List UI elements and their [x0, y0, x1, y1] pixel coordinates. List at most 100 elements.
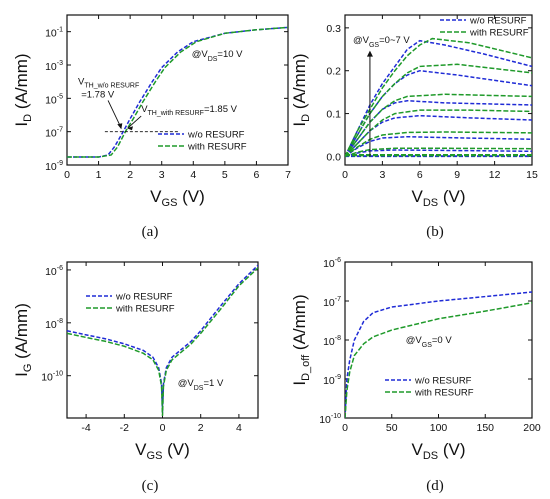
x-axis-label-b-main: V [411, 187, 423, 206]
x-tick-label-a: 1 [96, 169, 102, 181]
x-axis-label-d-tail: (V) [438, 440, 465, 459]
condition-label-a-sub: DS [208, 56, 218, 63]
y-axis-label-main-b: I [290, 122, 309, 127]
x-tick-label-c: 4 [236, 422, 242, 434]
vth-wo-arrowhead [117, 123, 123, 130]
y-tick-label-d-base: 10 [323, 375, 335, 387]
y-tick-label-c: 10-10 [41, 371, 63, 384]
series-line-b-wo [345, 69, 532, 157]
panel-caption-c: (c) [142, 478, 159, 494]
y-axis-label-group-a: ID (A/mm) [12, 53, 34, 126]
vth-with-arrow [127, 115, 142, 129]
legend-label-c: w/o RESURF [115, 292, 173, 303]
series-line-b-with [345, 93, 532, 157]
legend-label-a: w/o RESURF [187, 130, 245, 141]
x-axis-label-d-sub: DS [423, 450, 438, 462]
y-tick-label-b: 0.1 [326, 109, 341, 121]
y-axis-label-tail-b: (A/mm) [290, 53, 309, 113]
y-axis-label-main-d: I [290, 381, 309, 386]
y-tick-label-c-base: 10 [45, 266, 57, 278]
x-tick-label-d: 50 [386, 422, 398, 434]
x-tick-label-c: -4 [81, 422, 90, 434]
series-line-b-with [345, 131, 532, 158]
y-tick-label-d: 10-10 [319, 413, 341, 426]
y-tick-label-d: 10-7 [323, 296, 341, 309]
vth-with-arrowhead [126, 126, 133, 131]
x-tick-label-a: 3 [159, 169, 165, 181]
condition-label-c-sub: DS [194, 385, 204, 392]
vth-wo-arrow [107, 100, 122, 129]
y-tick-label-b: 0.3 [326, 23, 341, 35]
y-axis-label-sub-c: G [22, 364, 34, 373]
series-line-b-with [345, 147, 532, 158]
y-tick-label-b: 0.0 [326, 151, 341, 163]
x-tick-label-a: 6 [254, 169, 260, 181]
series-line-a-with [67, 26, 288, 158]
x-tick-label-b: 6 [417, 169, 423, 181]
x-axis-label-a: VGS (V) [150, 187, 205, 209]
legend-label-b: w/o RESURF [469, 16, 527, 27]
y-tick-label-a: 10-3 [45, 60, 63, 73]
y-tick-label-d-base: 10 [323, 297, 335, 309]
y-tick-label-a-exp: -1 [57, 27, 63, 34]
x-axis-label-c: VGS (V) [135, 440, 190, 462]
y-tick-label-c-base: 10 [45, 319, 57, 331]
y-tick-label-d-base: 10 [319, 414, 331, 426]
x-tick-label-a: 0 [64, 169, 70, 181]
series-line-b-wo [345, 135, 532, 158]
condition-label-c-main: @V [178, 378, 195, 389]
y-tick-label-d-exp: -6 [335, 257, 341, 264]
vth-with-annotation: VTH_with RESURF=1.85 V [141, 104, 237, 117]
x-axis-label-c-sub: GS [147, 450, 163, 462]
y-tick-label-a: 10-9 [45, 160, 63, 173]
panel-caption-b: (b) [426, 224, 444, 240]
y-tick-label-c: 10-8 [45, 318, 63, 331]
condition-label-d: @VGS=0 V [406, 335, 453, 349]
x-tick-label-c: 2 [198, 422, 204, 434]
y-tick-label-c-exp: -8 [57, 318, 63, 325]
x-tick-label-b: 9 [454, 169, 460, 181]
x-axis-label-d-main: V [411, 440, 423, 459]
y-tick-label-c-base: 10 [41, 372, 53, 384]
legend-label-b: with RESURF [469, 28, 529, 39]
y-axis-label-sub-b: D [300, 114, 312, 122]
x-axis-label-b: VDS (V) [411, 187, 465, 209]
series-line-b-wo [345, 149, 532, 158]
y-axis-label-group-b: ID (A/mm) [290, 53, 312, 126]
y-axis-label-b: ID (A/mm) [290, 53, 312, 126]
y-tick-label-a-exp: -9 [57, 160, 63, 167]
condition-label-b-post: =0~7 V [379, 35, 410, 46]
y-axis-label-sub-d: D_off [300, 354, 312, 381]
y-tick-label-a-base: 10 [45, 28, 57, 40]
series-line-c-with [67, 267, 258, 416]
y-tick-label-a-exp: -7 [57, 127, 63, 134]
y-tick-label-c-exp: -6 [57, 265, 63, 272]
x-tick-label-b: 3 [379, 169, 385, 181]
condition-label-d-post: =0 V [432, 335, 452, 346]
condition-label-b-main: @V [353, 35, 370, 46]
x-tick-label-d: 150 [476, 422, 494, 434]
panel-caption-a: (a) [142, 224, 159, 240]
y-axis-label-c: IG (A/mm) [12, 303, 34, 377]
y-tick-label-a-exp: -3 [57, 60, 63, 67]
y-axis-label-tail-d: (A/mm) [290, 294, 309, 354]
plot-frame-a [66, 14, 289, 166]
series-line-b-with [345, 109, 532, 157]
x-axis-label-b-sub: DS [423, 197, 438, 209]
x-axis-label-d: VDS (V) [411, 440, 465, 462]
legend-label-c: with RESURF [115, 304, 175, 315]
vth-wo-annotation: VTH_w/o RESURF [78, 76, 139, 89]
condition-label-a: @VDS=10 V [192, 49, 243, 63]
series-line-d-with [345, 302, 532, 418]
series-line-c-wo [67, 264, 258, 413]
condition-label-a-main: @V [192, 49, 209, 60]
x-tick-label-a: 5 [222, 169, 228, 181]
series-line-b-with [345, 63, 532, 157]
y-tick-label-a: 10-1 [45, 27, 63, 40]
y-tick-label-a: 10-7 [45, 127, 63, 140]
x-axis-label-c-tail: (V) [162, 440, 189, 459]
condition-label-d-main: @V [406, 335, 423, 346]
condition-label-a-post: =10 V [217, 49, 243, 60]
series-line-d-wo [345, 291, 532, 418]
y-tick-label-a-base: 10 [45, 61, 57, 73]
